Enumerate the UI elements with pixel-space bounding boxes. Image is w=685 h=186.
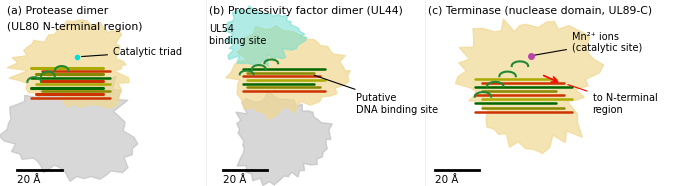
Text: Putative
DNA binding site: Putative DNA binding site [314,75,438,115]
Text: Mn²⁺ ions
(catalytic site): Mn²⁺ ions (catalytic site) [534,32,643,55]
Text: Catalytic triad: Catalytic triad [82,47,182,57]
Polygon shape [456,19,603,153]
Text: 20 Å: 20 Å [435,175,458,185]
Text: (a) Protease dimer: (a) Protease dimer [7,6,108,16]
Text: (UL80 N-terminal region): (UL80 N-terminal region) [7,22,142,32]
Polygon shape [236,92,332,185]
Text: 20 Å: 20 Å [17,175,40,185]
Text: (b) Processivity factor dimer (UL44): (b) Processivity factor dimer (UL44) [209,6,403,16]
Polygon shape [223,6,307,67]
Polygon shape [7,20,129,108]
Polygon shape [226,26,351,119]
Text: UL54
binding site: UL54 binding site [209,24,266,46]
Text: 20 Å: 20 Å [223,175,246,185]
Text: (c) Terminase (nuclease domain, UL89-C): (c) Terminase (nuclease domain, UL89-C) [428,6,652,16]
Text: to N-terminal
region: to N-terminal region [568,85,658,115]
Polygon shape [0,69,138,181]
